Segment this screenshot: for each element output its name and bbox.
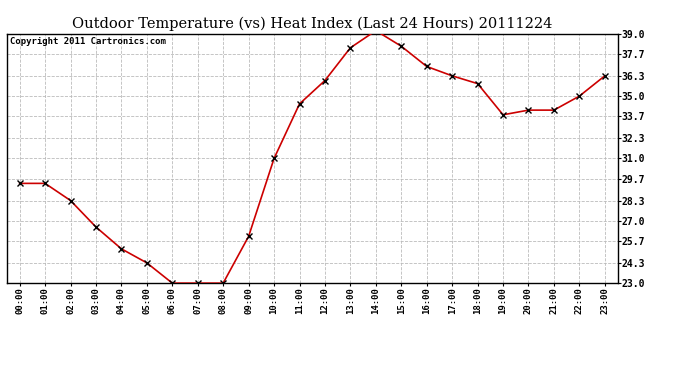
Title: Outdoor Temperature (vs) Heat Index (Last 24 Hours) 20111224: Outdoor Temperature (vs) Heat Index (Las…	[72, 17, 553, 31]
Text: Copyright 2011 Cartronics.com: Copyright 2011 Cartronics.com	[10, 38, 166, 46]
